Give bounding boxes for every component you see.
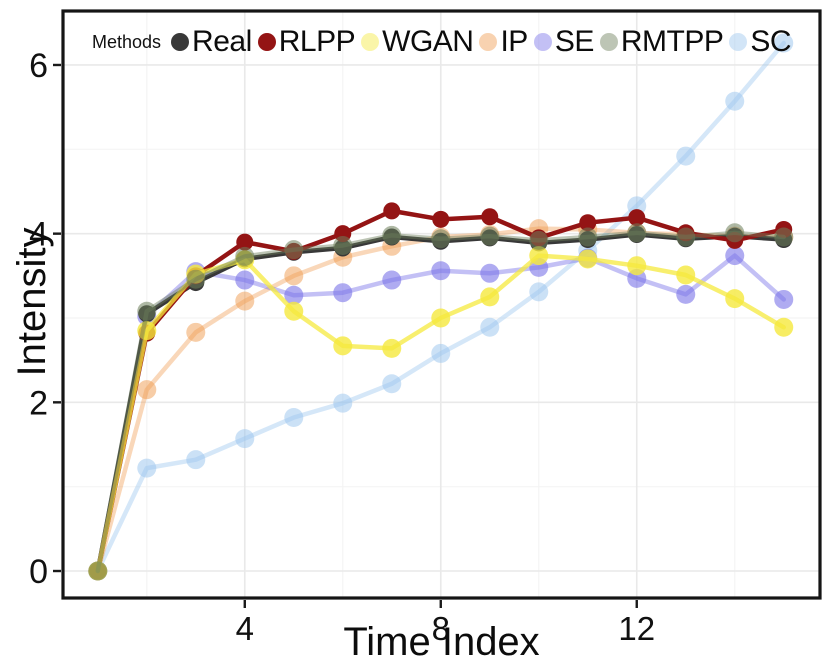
- point-RMTPP: [676, 227, 696, 247]
- point-SC: [627, 196, 647, 216]
- point-SC: [529, 282, 549, 302]
- legend-item-ip: IP: [479, 25, 528, 59]
- point-RMTPP: [480, 226, 500, 246]
- x-tick-label: 12: [618, 610, 655, 647]
- legend-dot-sc: [729, 33, 748, 51]
- point-RMTPP: [333, 235, 353, 255]
- legend-label-ip: IP: [500, 25, 528, 58]
- point-RLPP: [481, 208, 499, 226]
- point-SC: [676, 146, 696, 166]
- point-RMTPP: [431, 229, 451, 249]
- point-WGAN: [774, 317, 794, 337]
- point-RMTPP: [137, 301, 157, 321]
- point-SE: [235, 270, 255, 290]
- point-IP: [235, 291, 255, 311]
- point-WGAN: [382, 338, 402, 358]
- legend-label-rmtpp: RMTPP: [620, 25, 724, 58]
- point-RMTPP: [578, 227, 598, 247]
- legend-item-rmtpp: RMTPP: [599, 25, 724, 59]
- x-tick-label: 8: [432, 610, 450, 647]
- point-SC: [186, 450, 206, 470]
- legend: Methods Real RLPP WGAN IP SE RMTPP SC: [92, 22, 792, 62]
- legend-dot-se: [533, 33, 552, 51]
- y-tick-label: 4: [29, 216, 48, 254]
- point-WGAN: [333, 336, 353, 356]
- point-SE: [725, 246, 745, 266]
- legend-item-se: SE: [533, 25, 595, 59]
- point-SE: [431, 261, 451, 281]
- x-axis-title: Time Index: [343, 620, 540, 664]
- point-WGAN: [676, 265, 696, 285]
- point-SC: [431, 343, 451, 363]
- point-RMTPP: [235, 246, 255, 266]
- point-RMTPP: [382, 225, 402, 245]
- legend-label-se: SE: [554, 25, 595, 58]
- legend-label-rlpp: RLPP: [278, 25, 356, 58]
- point-SC: [235, 429, 255, 449]
- legend-dot-rlpp: [257, 33, 276, 51]
- point-SE: [382, 270, 402, 290]
- point-WGAN: [284, 301, 304, 321]
- point-WGAN: [137, 321, 157, 341]
- legend-dot-wgan: [361, 33, 380, 51]
- legend-label-real: Real: [192, 25, 252, 58]
- point-RLPP: [383, 202, 401, 220]
- point-SE: [676, 284, 696, 304]
- legend-dot-ip: [479, 33, 498, 51]
- legend-item-sc: SC: [729, 25, 792, 59]
- point-RMTPP: [88, 561, 108, 581]
- point-WGAN: [529, 246, 549, 266]
- point-RMTPP: [284, 240, 304, 260]
- legend-item-rlpp: RLPP: [257, 25, 356, 59]
- point-IP: [284, 266, 304, 286]
- y-tick-label: 2: [29, 384, 48, 422]
- legend-title: Methods: [92, 31, 162, 52]
- point-SE: [480, 263, 500, 283]
- point-RMTPP: [186, 269, 206, 289]
- point-SE: [284, 285, 304, 305]
- point-WGAN: [578, 249, 598, 269]
- point-IP: [186, 322, 206, 342]
- point-IP: [137, 380, 157, 400]
- point-RLPP: [628, 209, 646, 227]
- point-WGAN: [627, 256, 647, 276]
- point-RLPP: [432, 210, 450, 228]
- point-SC: [382, 374, 402, 394]
- y-axis-title: Intensity: [10, 227, 54, 377]
- y-tick-label: 6: [29, 47, 48, 85]
- legend-label-sc: SC: [750, 25, 792, 58]
- legend-dot-real: [171, 33, 190, 51]
- point-WGAN: [431, 308, 451, 328]
- point-WGAN: [480, 287, 500, 307]
- point-SC: [333, 393, 353, 413]
- legend-dot-rmtpp: [599, 33, 618, 51]
- point-SC: [284, 408, 304, 428]
- point-WGAN: [725, 289, 745, 309]
- legend-item-wgan: WGAN: [361, 25, 474, 59]
- point-SC: [137, 458, 157, 478]
- point-RMTPP: [774, 227, 794, 247]
- point-SE: [333, 283, 353, 303]
- point-RMTPP: [529, 230, 549, 250]
- point-SE: [774, 289, 794, 309]
- point-RLPP: [579, 214, 597, 232]
- x-tick-label: 4: [236, 610, 254, 647]
- y-tick-label: 0: [29, 553, 48, 591]
- point-RLPP: [236, 233, 254, 251]
- point-SC: [725, 91, 745, 111]
- point-RMTPP: [627, 223, 647, 243]
- point-RMTPP: [725, 223, 745, 243]
- legend-label-wgan: WGAN: [382, 25, 474, 58]
- point-SC: [774, 33, 794, 53]
- point-SC: [480, 317, 500, 337]
- panel-border: [61, 9, 822, 600]
- legend-item-real: Real: [171, 25, 252, 59]
